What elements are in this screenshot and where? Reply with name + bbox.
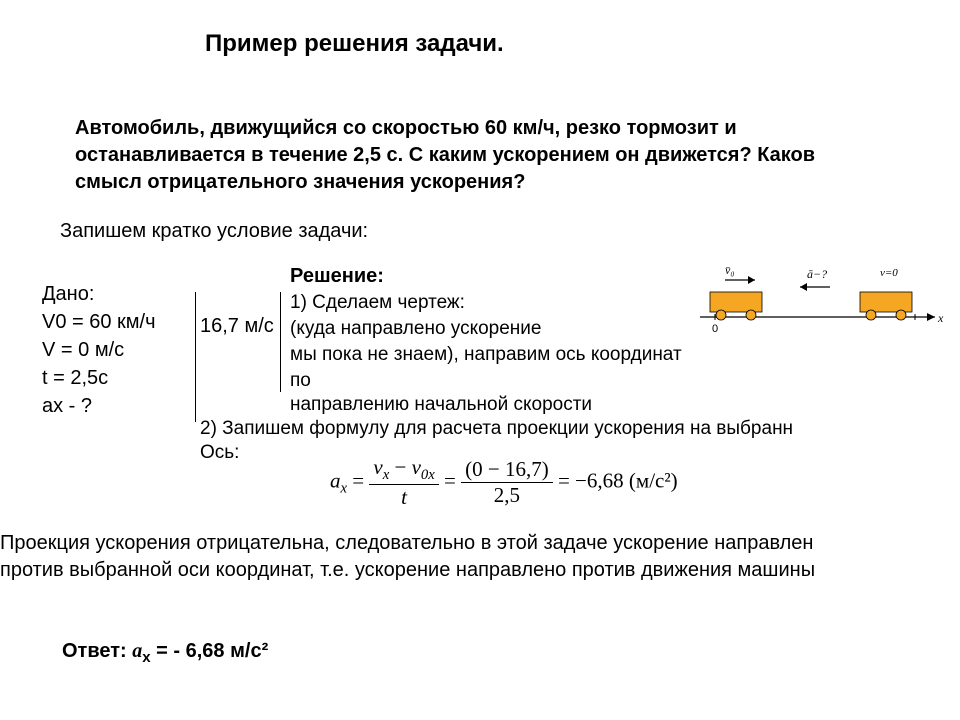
- svg-text:v̄₀: v̄₀: [725, 263, 735, 277]
- given-block: Дано: V0 = 60 км/ч V = 0 м/с t = 2,5с ах…: [42, 280, 156, 420]
- solution-step-1d: по: [290, 370, 311, 392]
- physics-diagram: x 0 v̄₀ ā−? v=0: [695, 262, 945, 342]
- formula: ax = vx − v0x t = (0 − 16,7) 2,5 = −6,68…: [330, 455, 678, 510]
- solution-step-1a: 1) Сделаем чертеж:: [290, 292, 465, 314]
- answer-var: a: [132, 640, 142, 662]
- brief-intro: Запишем кратко условие задачи:: [60, 220, 368, 243]
- conclusion-line-1: Проекция ускорения отрицательна, следова…: [0, 530, 960, 557]
- solution-step-2b: Ось:: [200, 442, 239, 464]
- answer-sub: x: [142, 649, 150, 666]
- conclusion-line-2: против выбранной оси координат, т.е. уск…: [0, 557, 960, 584]
- answer-label: Ответ:: [62, 640, 132, 662]
- svg-text:v=0: v=0: [880, 267, 898, 279]
- solution-step-1c: мы пока не знаем), направим ось координа…: [290, 344, 682, 366]
- conclusion: Проекция ускорения отрицательна, следова…: [0, 530, 960, 584]
- svg-text:ā−?: ā−?: [807, 267, 827, 281]
- svg-text:0: 0: [712, 323, 718, 335]
- conversion-separator: [280, 292, 281, 392]
- given-line-1: V0 = 60 км/ч: [42, 308, 156, 336]
- formula-lhs-sub: x: [341, 481, 348, 497]
- answer-value: = - 6,68 м/с²: [151, 640, 269, 662]
- answer: Ответ: ax = - 6,68 м/с²: [62, 640, 268, 666]
- given-separator: [195, 292, 196, 422]
- given-line-3: t = 2,5с: [42, 364, 156, 392]
- given-line-2: V = 0 м/с: [42, 336, 156, 364]
- solution-step-2: направлению начальной скорости 2) Запише…: [200, 418, 793, 440]
- formula-frac-1: vx − v0x t: [369, 455, 438, 510]
- formula-result: = −6,68 (м/с²): [558, 468, 678, 492]
- conversion-value: 16,7 м/с: [200, 315, 274, 338]
- given-line-4: ах - ?: [42, 392, 156, 420]
- page-title: Пример решения задачи.: [205, 30, 504, 58]
- solution-label: Решение:: [290, 265, 384, 288]
- svg-text:x: x: [937, 311, 944, 325]
- solution-step-1b: (куда направлено ускорение: [290, 318, 541, 340]
- problem-statement: Автомобиль, движущийся со скоростью 60 к…: [75, 115, 875, 196]
- solution-step-2-text: 2) Запишем формулу для расчета проекции …: [200, 418, 793, 439]
- given-label: Дано:: [42, 280, 156, 308]
- formula-lhs-var: a: [330, 468, 341, 492]
- formula-frac-2: (0 − 16,7) 2,5: [461, 457, 553, 508]
